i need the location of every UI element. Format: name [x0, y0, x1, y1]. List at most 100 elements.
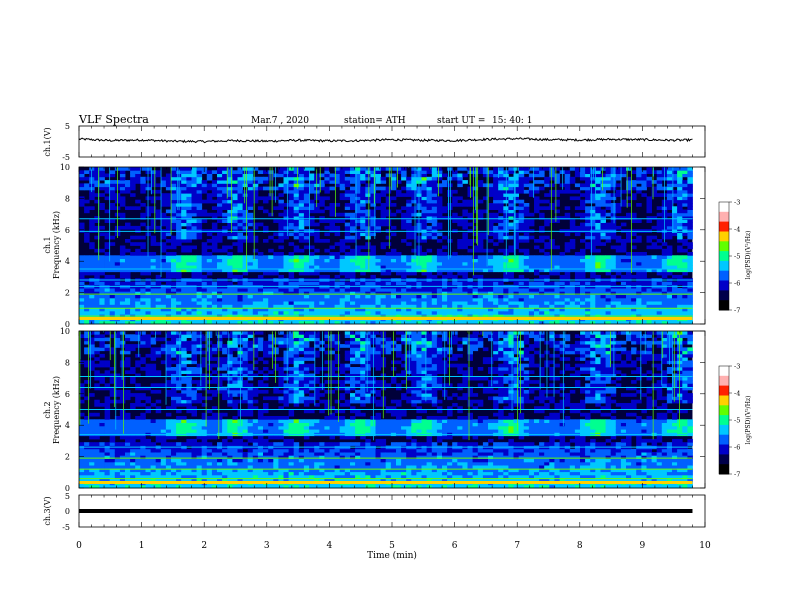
spectrogram-cell	[477, 274, 484, 279]
spectrogram-cell	[119, 183, 126, 188]
spectrogram-cell	[605, 176, 612, 181]
spectrogram-cell	[370, 193, 376, 197]
spectrogram-cell	[375, 199, 381, 204]
spectrogram-cell	[421, 265, 427, 269]
spectrogram-cell	[626, 291, 632, 295]
spectrogram-cell	[334, 173, 341, 178]
spectrogram-cell	[585, 301, 591, 305]
spectrogram-cell	[406, 294, 412, 299]
spectrogram-cell	[462, 180, 468, 184]
spectrogram-cell	[631, 297, 637, 302]
spectrogram-cell	[421, 297, 427, 302]
spectrogram-cell	[528, 258, 535, 263]
spectrogram-cell	[222, 255, 228, 259]
spectrogram-cell	[600, 199, 606, 204]
spectrogram-cell	[656, 219, 663, 223]
spectrogram-cell	[370, 222, 376, 227]
spectrogram-cell	[370, 173, 376, 178]
spectrogram-cell	[89, 458, 95, 463]
spectrogram-cell	[89, 478, 95, 482]
spectrogram-cell	[130, 183, 136, 188]
spectrogram-cell	[125, 206, 131, 210]
spectrogram-cell	[329, 268, 335, 273]
spectrogram-cell	[482, 255, 489, 259]
spectrogram-cell	[498, 301, 504, 305]
spectrogram-cell	[580, 281, 586, 286]
spectrogram-cell	[176, 281, 182, 286]
spectrogram-cell	[590, 248, 596, 253]
spectrogram-cell	[94, 176, 100, 181]
spectrogram-cell	[493, 242, 499, 246]
spectrogram-cell	[396, 209, 402, 214]
spectrogram-cell	[620, 288, 627, 292]
spectrogram-cell	[350, 193, 356, 197]
spectrogram-cell	[605, 258, 612, 263]
spectrogram-cell	[84, 416, 90, 420]
spectrogram-cell	[155, 281, 162, 286]
spectrogram-cell	[687, 222, 693, 227]
spectrogram-cell	[94, 193, 100, 197]
spectrogram-cell	[252, 189, 259, 194]
spectrogram-cell	[554, 193, 560, 197]
spectrogram-cell	[431, 310, 438, 315]
spectrogram-cell	[181, 297, 187, 302]
spectrogram-cell	[247, 304, 254, 309]
spectrogram-cell	[273, 281, 279, 286]
spectrogram-cell	[631, 288, 637, 292]
spectrogram-cell	[569, 261, 576, 266]
spectrogram-cell	[303, 271, 310, 276]
spectrogram-cell	[406, 255, 412, 259]
spectrogram-cell	[114, 320, 121, 325]
spectrogram-cell	[273, 219, 279, 223]
spectrogram-cell	[436, 288, 443, 292]
spectrogram-cell	[360, 265, 366, 269]
spectrogram-cell	[232, 196, 238, 201]
spectrogram-cell	[636, 239, 642, 243]
spectrogram-cell	[385, 307, 392, 312]
spectrogram-cell	[186, 268, 192, 273]
spectrogram-cell	[232, 206, 238, 210]
spectrogram-cell	[211, 301, 218, 305]
spectrogram-cell	[355, 212, 361, 217]
spectrogram-cell	[140, 288, 146, 292]
spectrogram-cell	[534, 271, 540, 276]
spectrogram-cell	[488, 255, 494, 259]
spectrogram-cell	[482, 183, 489, 188]
spectrogram-cell	[600, 294, 606, 299]
spectrogram-cell	[84, 363, 90, 368]
spectrogram-cell	[125, 291, 131, 295]
spectrogram-cell	[94, 461, 100, 466]
spectrogram-cell	[360, 180, 366, 184]
spectrogram-cell	[385, 212, 392, 217]
spectrogram-cell	[181, 261, 187, 266]
spectrogram-cell	[160, 216, 167, 220]
spectrogram-cell	[201, 294, 208, 299]
spectrogram-cell	[150, 196, 157, 201]
spectrogram-cell	[513, 206, 519, 210]
spectrogram-cell	[155, 288, 162, 292]
spectrogram-cell	[370, 219, 376, 223]
spectrogram-cell	[257, 258, 264, 263]
spectrogram-cell	[595, 301, 601, 305]
spectrogram-cell	[447, 268, 453, 273]
spectrogram-cell	[580, 265, 586, 269]
spectrogram-cell	[406, 242, 412, 246]
spectrogram-cell	[385, 167, 392, 171]
spectrogram-cell	[319, 255, 325, 259]
spectrogram-cell	[457, 310, 463, 315]
spectrogram-cell	[222, 291, 228, 295]
spectrogram-cell	[390, 265, 397, 269]
spectrogram-cell	[615, 261, 622, 266]
spectrogram-cell	[283, 294, 289, 299]
spectrogram-cell	[580, 271, 586, 276]
spectrogram-cell	[263, 199, 269, 204]
spectrogram-cell	[452, 170, 458, 174]
spectrogram-cell	[186, 216, 192, 220]
spectrogram-cell	[109, 438, 116, 443]
spectrogram-cell	[191, 307, 197, 312]
spectrogram-cell	[447, 320, 453, 325]
spectrogram-cell	[580, 261, 586, 266]
spectrogram-cell	[641, 183, 647, 188]
spectrogram-cell	[677, 245, 683, 250]
spectrogram-cell	[539, 199, 545, 204]
